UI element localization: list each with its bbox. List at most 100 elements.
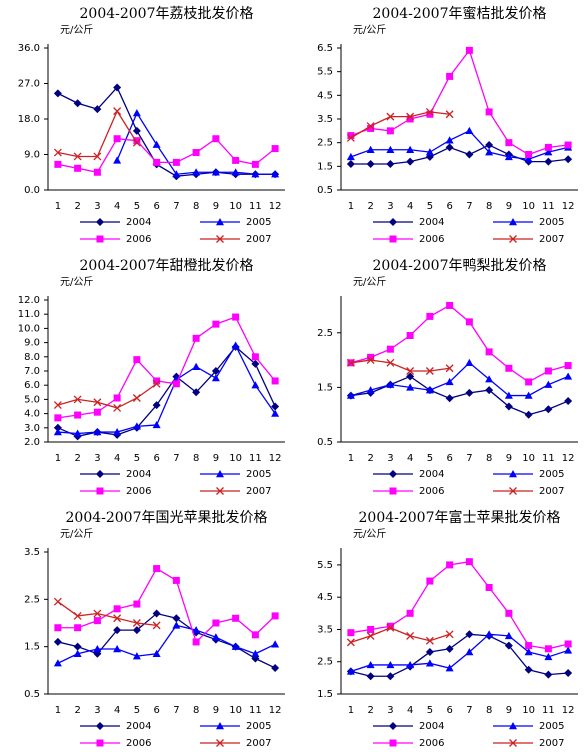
data-point: [465, 318, 473, 326]
data-point: [93, 645, 102, 653]
x-tick-label: 10: [522, 705, 535, 716]
data-point: [504, 641, 513, 650]
data-point: [271, 402, 280, 411]
y-tick-label: 18.0: [18, 114, 40, 125]
data-point: [406, 660, 415, 669]
data-point: [524, 391, 533, 399]
data-point: [465, 358, 474, 367]
legend-marker: [216, 235, 224, 243]
data-point: [74, 624, 82, 632]
data-point: [386, 112, 395, 121]
legend-marker: [389, 739, 397, 747]
data-point: [93, 398, 102, 407]
data-point: [93, 617, 101, 625]
x-tick-label: 8: [193, 705, 199, 716]
x-tick-label: 12: [562, 705, 575, 716]
x-tick-label: 2: [74, 453, 80, 464]
data-point: [386, 660, 395, 669]
legend-label: 2007: [246, 738, 271, 749]
y-tick-label: 1.5: [317, 382, 333, 393]
y-tick-label: 0.5: [317, 185, 333, 196]
x-tick-label: 12: [269, 453, 282, 464]
data-point: [133, 600, 141, 608]
data-point: [366, 672, 375, 681]
data-point: [505, 139, 513, 147]
data-point: [544, 652, 553, 661]
x-tick-label: 6: [153, 453, 159, 464]
data-point: [211, 168, 220, 176]
legend-marker: [216, 487, 224, 495]
x-tick-label: 3: [387, 201, 393, 212]
data-point: [386, 623, 395, 632]
data-point: [445, 143, 454, 152]
data-point: [192, 334, 200, 342]
x-tick-label: 2: [74, 201, 80, 212]
data-point: [426, 312, 434, 320]
x-tick-label: 3: [94, 201, 100, 212]
data-point: [251, 170, 260, 178]
data-point: [271, 612, 279, 620]
series-line: [116, 111, 276, 175]
data-point: [113, 614, 122, 623]
x-tick-label: 11: [249, 705, 262, 716]
legend-label: 2005: [539, 469, 564, 480]
y-tick-label: 3.5: [317, 114, 333, 125]
data-point: [367, 124, 375, 132]
y-tick-label: 5.5: [317, 560, 333, 571]
legend-label: 2007: [246, 486, 271, 497]
data-point: [54, 414, 62, 422]
data-point: [53, 148, 62, 157]
legend-label: 2006: [126, 486, 151, 497]
series-line: [57, 344, 276, 435]
data-point: [172, 158, 180, 166]
data-point: [485, 141, 494, 150]
x-tick-label: 1: [55, 705, 61, 716]
y-axis-label: 元/公斤: [353, 528, 386, 540]
data-point: [445, 394, 454, 403]
data-point: [406, 157, 415, 166]
data-point: [445, 110, 454, 119]
data-point: [366, 356, 375, 365]
data-point: [192, 149, 200, 157]
data-point: [232, 313, 240, 321]
data-point: [465, 388, 474, 397]
y-tick-label: 2.0: [24, 437, 40, 448]
data-point: [251, 353, 259, 361]
data-point: [211, 633, 220, 641]
series-line: [57, 624, 276, 664]
x-tick-label: 6: [153, 705, 159, 716]
x-tick-label: 9: [213, 453, 219, 464]
legend-label: 2006: [126, 234, 151, 245]
x-tick-label: 9: [213, 705, 219, 716]
x-tick-label: 11: [542, 201, 555, 212]
data-point: [485, 630, 494, 638]
x-tick-label: 10: [522, 201, 535, 212]
data-point: [485, 348, 493, 356]
data-point: [74, 411, 82, 419]
data-point: [524, 665, 533, 674]
data-point: [544, 157, 553, 166]
data-point: [53, 637, 62, 646]
legend-label: 2007: [539, 234, 564, 245]
data-point: [564, 362, 572, 370]
legend-label: 2004: [126, 217, 151, 228]
x-tick-label: 11: [542, 453, 555, 464]
series-line: [350, 48, 569, 156]
data-point: [485, 148, 494, 156]
x-tick-label: 4: [114, 453, 120, 464]
y-axis-label: 元/公斤: [353, 276, 386, 288]
data-point: [366, 159, 375, 168]
y-tick-label: 10.0: [18, 323, 40, 334]
y-tick-label: 3.5: [24, 547, 40, 558]
x-tick-label: 5: [134, 201, 140, 212]
data-point: [152, 621, 161, 630]
data-point: [232, 614, 240, 622]
data-point: [113, 403, 122, 412]
data-point: [564, 640, 572, 648]
data-point: [152, 401, 161, 410]
data-point: [425, 148, 434, 156]
data-point: [544, 148, 553, 156]
data-point: [386, 672, 395, 681]
legend-marker: [509, 470, 517, 478]
x-tick-label: 6: [153, 201, 159, 212]
